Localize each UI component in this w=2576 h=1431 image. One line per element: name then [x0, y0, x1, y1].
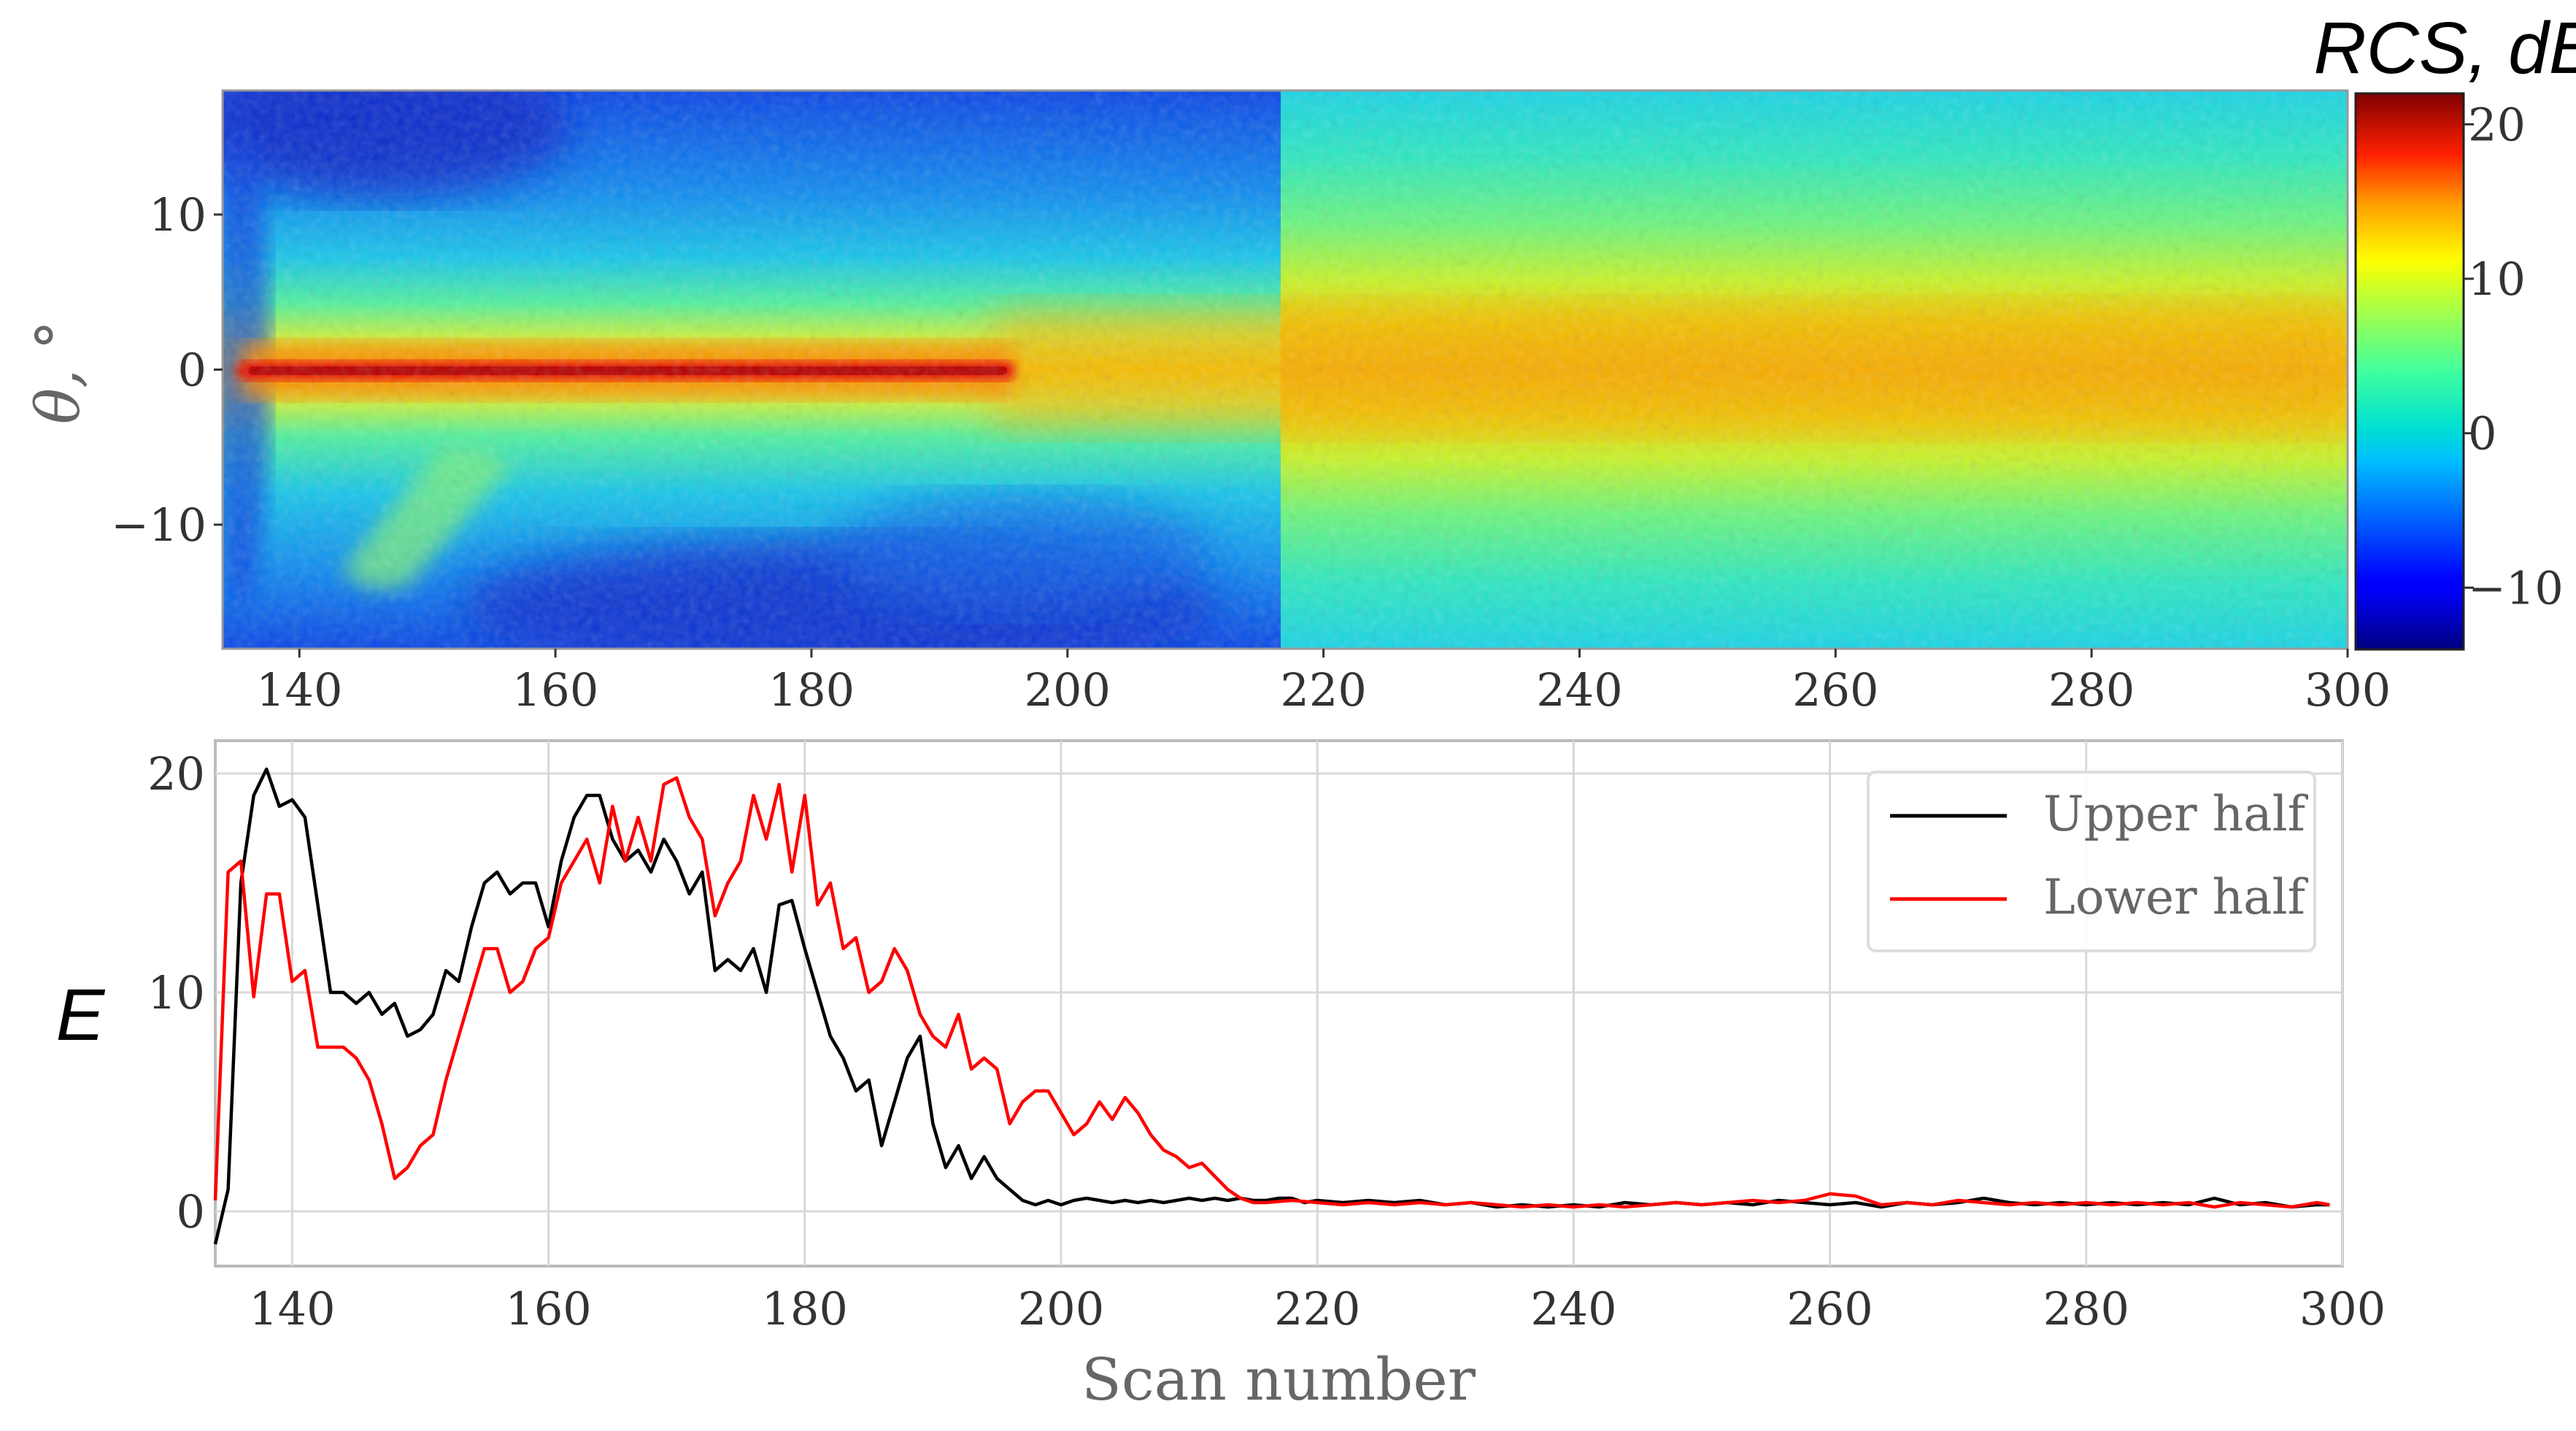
heatmap-x-tick-label: 180 [768, 663, 855, 717]
heatmap-x-tick-label: 140 [256, 663, 342, 717]
line-chart-x-tick-label: 180 [762, 1282, 848, 1335]
line-chart-y-ticks: 20 10 0 [147, 747, 205, 1238]
line-chart-x-tick-label: 140 [249, 1282, 335, 1335]
colorbar-tick-label: 10 [2468, 252, 2526, 306]
colorbar-tick-label: 20 [2468, 98, 2526, 151]
line-chart-x-tick-label: 160 [505, 1282, 591, 1335]
line-chart-y-axis-label: E [56, 974, 106, 1056]
heatmap-y-ticks: 10 0 −10 [111, 188, 223, 552]
rcs-heatmap: 140 160 180 200 220 240 260 280 300 100−10 θ, ° … [24, 7, 2576, 717]
line-chart-x-tick-label: 300 [2299, 1282, 2386, 1335]
colorbar-ticks: 20 10 0 −10 [2464, 98, 2564, 614]
legend-label-upper-half: Upper half [2043, 786, 2309, 842]
line-chart-x-tick-label: 200 [1018, 1282, 1104, 1335]
line-chart-x-tick-label: 220 [1274, 1282, 1360, 1335]
heatmap-x-tick-label: 220 [1280, 663, 1366, 717]
heatmap-y-axis-label: θ, ° [24, 320, 93, 425]
series-line-lower-half [213, 776, 2330, 1209]
line-chart-x-axis-label: Scan number [1081, 1346, 1476, 1413]
line-chart-x-tick-label: 280 [2043, 1282, 2129, 1335]
heatmap-x-ticks: 140 160 180 200 220 240 260 280 300 [256, 649, 2391, 717]
colorbar-label: RCS, dB [2313, 7, 2576, 89]
heatmap-y-tick-label: 0 [178, 344, 207, 397]
energy-line-chart: 140 160 180 200 220 240 260 280 300 20 10 0 Scan n… [56, 739, 2386, 1413]
heatmap-y-tick-label: 10 [149, 188, 207, 242]
heatmap-x-tick-label: 240 [1536, 663, 1622, 717]
legend: Upper half Lower half [1867, 771, 2316, 952]
line-chart-y-tick-label: 0 [177, 1185, 205, 1238]
heatmap-x-tick-label: 160 [512, 663, 598, 717]
heatmap-noise [223, 90, 2348, 649]
series-line-upper-half [213, 767, 2330, 1245]
line-chart-x-tick-label: 240 [1530, 1282, 1616, 1335]
heatmap-x-tick-label: 280 [2048, 663, 2135, 717]
heatmap-y-tick-label: −10 [111, 498, 207, 552]
line-chart-y-tick-label: 10 [147, 966, 205, 1019]
colorbar-tick-label: 0 [2468, 407, 2496, 460]
colorbar-tick-label: −10 [2468, 561, 2564, 614]
line-chart-x-tick-label: 260 [1786, 1282, 1873, 1335]
line-chart-x-ticks: 140 160 180 200 220 240 260 280 300 [249, 1282, 2386, 1335]
heatmap-x-tick-label: 300 [2305, 663, 2391, 717]
colorbar [2354, 92, 2465, 651]
heatmap-x-tick-label: 200 [1025, 663, 1111, 717]
heatmap-x-tick-label: 260 [1792, 663, 1878, 717]
line-chart-y-tick-label: 20 [147, 747, 205, 801]
legend-label-lower-half: Lower half [2043, 869, 2309, 925]
line-chart-series [213, 767, 2330, 1245]
